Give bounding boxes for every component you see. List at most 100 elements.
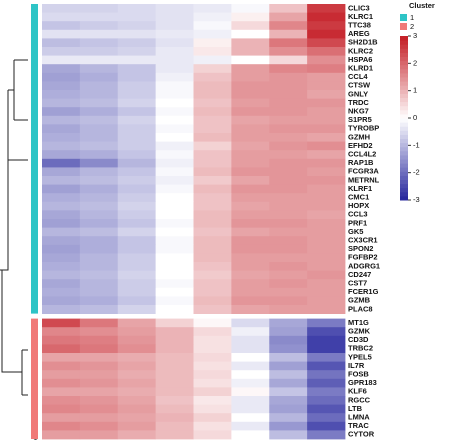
heatmap-cell (79, 12, 119, 22)
heatmap-cell (193, 72, 232, 82)
heatmap-cell (42, 38, 81, 48)
heatmap-cell (117, 124, 157, 134)
heatmap-cell (193, 378, 232, 388)
colorbar-segment (400, 101, 408, 107)
heatmap-cell (42, 29, 81, 39)
heatmap-cell (117, 361, 157, 371)
heatmap-cell (269, 370, 308, 380)
gene-label: TRBC2 (348, 344, 373, 353)
heatmap-cell (79, 133, 119, 142)
heatmap-cell (269, 124, 308, 134)
heatmap-cell (307, 167, 346, 177)
heatmap-cell (79, 270, 119, 280)
heatmap-cell (231, 124, 270, 134)
heatmap-cell (193, 193, 232, 203)
heatmap-cell (42, 318, 81, 328)
colorbar-segment (400, 89, 408, 94)
colorbar-segment (400, 48, 408, 53)
heatmap-cell (193, 12, 232, 22)
heatmap-cell (155, 404, 194, 414)
heatmap-cell (231, 158, 270, 168)
heatmap-cell (231, 430, 270, 440)
heatmap-cell (155, 327, 194, 337)
heatmap-cell (155, 201, 194, 211)
heatmap-cell (231, 167, 270, 177)
gene-label: CMC1 (348, 192, 369, 201)
colorbar-segment (400, 60, 408, 66)
heatmap-cell (231, 421, 270, 431)
heatmap-cell (117, 167, 157, 177)
heatmap-cell (155, 236, 194, 246)
heatmap-cell (155, 219, 194, 228)
heatmap-cell (193, 413, 232, 423)
heatmap-cell (79, 219, 119, 228)
colorbar-segment (400, 85, 408, 90)
heatmap-cell (79, 107, 119, 117)
heatmap-cell (269, 81, 308, 91)
colorbar-segment (400, 183, 408, 189)
heatmap-cell (155, 12, 194, 22)
heatmap-cell (155, 72, 194, 82)
heatmap-cell (307, 387, 346, 397)
heatmap-cell (42, 305, 81, 314)
heatmap-cell (193, 244, 232, 254)
heatmap-cell (193, 98, 232, 108)
heatmap-cell (193, 201, 232, 211)
heatmap-cell (193, 29, 232, 39)
heatmap-cell (307, 404, 346, 414)
heatmap-cell (307, 107, 346, 117)
heatmap-cell (42, 335, 81, 345)
colorbar-segment (400, 105, 408, 111)
heatmap-cell (231, 396, 270, 405)
heatmap-cell (117, 396, 157, 405)
heatmap-cell (307, 193, 346, 203)
heatmap-cell (155, 158, 194, 168)
heatmap-cell (79, 167, 119, 177)
heatmap-cell (193, 47, 232, 56)
heatmap-cell (269, 158, 308, 168)
heatmap-cell (307, 115, 346, 125)
gene-label: EFHD2 (348, 141, 373, 150)
heatmap-cell (155, 141, 194, 151)
heatmap-cell (155, 287, 194, 297)
heatmap-cell (269, 38, 308, 48)
heatmap-cell (307, 64, 346, 74)
heatmap-cell (269, 193, 308, 203)
colorbar-segment (400, 109, 408, 115)
heatmap-cell (307, 29, 346, 39)
heatmap-cell (269, 344, 308, 354)
heatmap-cell (117, 81, 157, 91)
heatmap-cell (231, 287, 270, 297)
heatmap-cell (42, 430, 81, 440)
heatmap-cell (42, 279, 81, 289)
heatmap-cell (307, 344, 346, 354)
gene-label: GK5 (348, 227, 363, 236)
heatmap-cell (193, 115, 232, 125)
heatmap-cell (193, 141, 232, 151)
gene-label: CD3D (348, 335, 369, 344)
heatmap-cell (42, 344, 81, 354)
heatmap-cell (42, 296, 81, 306)
heatmap-cell (269, 4, 308, 13)
heatmap-cell (42, 176, 81, 185)
gene-label: LMNA (348, 412, 370, 421)
heatmap-cell (79, 262, 119, 271)
heatmap-cell (79, 158, 119, 168)
heatmap-cell (117, 318, 157, 328)
heatmap-cell (79, 253, 119, 263)
heatmap-cell (117, 47, 157, 56)
heatmap-cell (79, 176, 119, 185)
heatmap-cell (307, 318, 346, 328)
heatmap-cell (193, 318, 232, 328)
heatmap-cell (193, 262, 232, 271)
heatmap-cell (79, 236, 119, 246)
heatmap-cell (307, 90, 346, 99)
heatmap-cell (155, 47, 194, 56)
heatmap-cell (42, 90, 81, 99)
heatmap-cell (42, 353, 81, 362)
heatmap-cell (231, 176, 270, 185)
heatmap-cell (79, 184, 119, 194)
heatmap-cell (42, 413, 81, 423)
heatmap-cell (42, 124, 81, 134)
heatmap-cell (193, 279, 232, 289)
